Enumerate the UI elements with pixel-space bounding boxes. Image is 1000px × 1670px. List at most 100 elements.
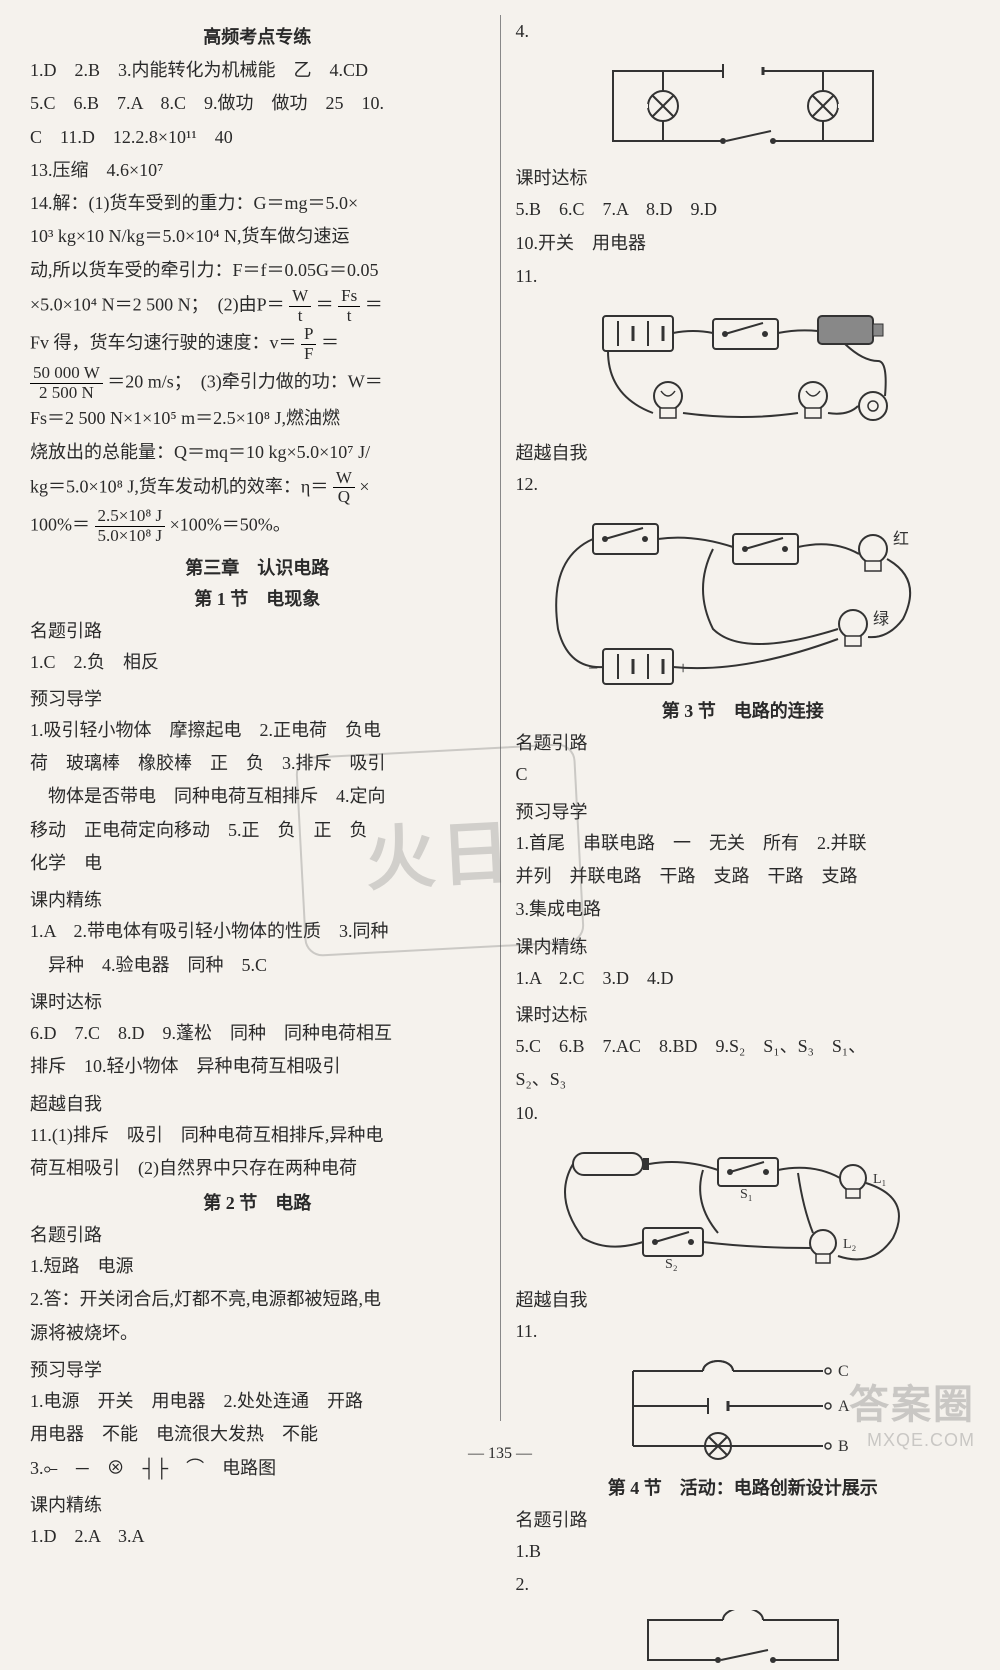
page-container: 高频考点专练 1.D 2.B 3.内能转化为机械能 乙 4.CD 5.C 6.B… xyxy=(0,0,1000,1481)
answer-line: 荷互相吸引 (2)自然界中只存在两种电荷 xyxy=(30,1152,485,1185)
solution-line: 50 000 W2 500 N ＝20 m/s； (3)牵引力做的功：W＝ xyxy=(30,364,485,402)
answer-line: S₂、S₃ xyxy=(516,1063,971,1096)
svg-text:S₁: S₁ xyxy=(740,1187,753,1202)
left-column: 高频考点专练 1.D 2.B 3.内能转化为机械能 乙 4.CD 5.C 6.B… xyxy=(20,15,495,1421)
answer-line: 并列 并联电路 干路 支路 干路 支路 xyxy=(516,860,971,893)
answer-line: 10. xyxy=(516,1097,971,1130)
answer-line: 排斥 10.轻小物体 异种电荷互相吸引 xyxy=(30,1050,485,1083)
section-heading: 第 3 节 电路的连接 xyxy=(516,697,971,723)
section-heading: 第 4 节 活动：电路创新设计展示 xyxy=(516,1474,971,1500)
text-fragment: ×5.0×10⁴ N＝2 500 N； (2)由P＝ xyxy=(30,294,285,314)
answer-line: 1.首尾 串联电路 一 无关 所有 2.并联 xyxy=(516,827,971,860)
answer-line: 1.A 2.带电体有吸引轻小物体的性质 3.同种 xyxy=(30,915,485,948)
answer-line: 5.B 6.C 7.A 8.D 9.D xyxy=(516,193,971,226)
fraction: PF xyxy=(301,325,316,363)
text-fragment: ＝20 m/s； (3)牵引力做的功：W＝ xyxy=(107,371,382,391)
solution-line: Fs＝2 500 N×1×10⁵ m＝2.5×10⁸ J,燃油燃 xyxy=(30,402,485,435)
answer-line: 12. xyxy=(516,468,971,501)
subsection-label: 名题引路 xyxy=(30,617,485,643)
answer-line: 1.吸引轻小物体 摩擦起电 2.正电荷 负电 xyxy=(30,714,485,747)
text-fragment: ×100%＝50%。 xyxy=(170,514,291,534)
label-green: 绿 xyxy=(873,610,889,628)
answer-line: 11. xyxy=(516,260,971,293)
subsection-label: 超越自我 xyxy=(516,439,971,465)
subsection-label: 名题引路 xyxy=(30,1221,485,1247)
watermark: 答案圈 MXQE.COM xyxy=(849,1372,975,1451)
subsection-label: 名题引路 xyxy=(516,1506,971,1532)
answer-line: 11. xyxy=(516,1315,971,1348)
subsection-label: 预习导学 xyxy=(516,798,971,824)
label-red: 红 xyxy=(893,530,909,548)
subsection-label: 课时达标 xyxy=(30,988,485,1014)
answer-line: 5.C 6.B 7.A 8.C 9.做功 做功 25 10. xyxy=(30,87,485,120)
answer-line: 2. xyxy=(516,1568,971,1601)
solution-line: 14.解：(1)货车受到的重力：G＝mg＝5.0× xyxy=(30,187,485,220)
answer-line: 物体是否带电 同种电荷互相排斥 4.定向 xyxy=(30,780,485,813)
answer-line: 2.答：开关闭合后,灯都不亮,电源都被短路,电 xyxy=(30,1283,485,1316)
answer-line: 6.D 7.C 8.D 9.蓬松 同种 同种电荷相互 xyxy=(30,1017,485,1050)
section-heading: 第 1 节 电现象 xyxy=(30,585,485,611)
solution-line: Fv 得，货车匀速行驶的速度：v＝ PF ＝ xyxy=(30,325,485,363)
watermark-title: 答案圈 xyxy=(849,1372,975,1430)
solution-line: ×5.0×10⁴ N＝2 500 N； (2)由P＝ Wt ＝ Fst ＝ xyxy=(30,287,485,325)
answer-line: 1.短路 电源 xyxy=(30,1250,485,1283)
svg-text:L₁: L₁ xyxy=(873,1172,886,1187)
text-fragment: kg＝5.0×10⁸ J,货车发动机的效率：η＝ xyxy=(30,476,328,496)
solution-line: 烧放出的总能量：Q＝mq＝10 kg×5.0×10⁷ J/ xyxy=(30,436,485,469)
svg-text:C: C xyxy=(838,1363,849,1380)
answer-line: 1.D 2.A 3.A xyxy=(30,1520,485,1553)
solution-line: 动,所以货车受的牵引力：F＝f＝0.05G＝0.05 xyxy=(30,254,485,287)
text-fragment: Fv 得，货车匀速行驶的速度：v＝ xyxy=(30,333,297,353)
text-fragment: × xyxy=(359,476,369,496)
answer-line: 荷 玻璃棒 橡胶棒 正 负 3.排斥 吸引 xyxy=(30,747,485,780)
fraction: 2.5×10⁸ J5.0×10⁸ J xyxy=(95,507,166,545)
section-heading: 第 2 节 电路 xyxy=(30,1189,485,1215)
chapter-heading: 第三章 认识电路 xyxy=(30,554,485,580)
solution-line: 10³ kg×10 N/kg＝5.0×10⁴ N,货车做匀速运 xyxy=(30,220,485,253)
solution-line: 100%＝ 2.5×10⁸ J5.0×10⁸ J ×100%＝50%。 xyxy=(30,507,485,545)
answer-line: C xyxy=(516,758,971,791)
text-fragment: 100%＝ xyxy=(30,514,90,534)
answer-line: 13.压缩 4.6×10⁷ xyxy=(30,154,485,187)
svg-text:L₂: L₂ xyxy=(843,1237,857,1252)
answer-line: 异种 4.验电器 同种 5.C xyxy=(30,949,485,982)
svg-text:S₂: S₂ xyxy=(665,1257,678,1272)
circuit-diagram-q11 xyxy=(516,301,971,431)
answer-line: 3.集成电路 xyxy=(516,893,971,926)
fraction: Wt xyxy=(289,287,311,325)
answer-line: 5.C 6.B 7.AC 8.BD 9.S₂ S₁、S₃ S₁、 xyxy=(516,1030,971,1063)
answer-line: 源将被烧坏。 xyxy=(30,1317,485,1350)
text-fragment: ＝ xyxy=(365,294,383,314)
subsection-label: 课内精练 xyxy=(30,1491,485,1517)
answer-line: 移动 正电荷定向移动 5.正 负 正 负 xyxy=(30,814,485,847)
text-fragment: ＝ xyxy=(321,333,339,353)
subsection-label: 预习导学 xyxy=(30,685,485,711)
answer-line: 1.C 2.负 相反 xyxy=(30,646,485,679)
subsection-label: 课时达标 xyxy=(516,164,971,190)
answer-line: 1.D 2.B 3.内能转化为机械能 乙 4.CD xyxy=(30,54,485,87)
solution-line: kg＝5.0×10⁸ J,货车发动机的效率：η＝ WQ × xyxy=(30,469,485,507)
watermark-url: MXQE.COM xyxy=(849,1430,975,1451)
column-divider xyxy=(500,15,501,1421)
subsection-label: 课时达标 xyxy=(516,1001,971,1027)
answer-line: 10.开关 用电器 xyxy=(516,227,971,260)
text-fragment: ＝ xyxy=(316,294,334,314)
circuit-diagram-q10: S₁ S₂ L₁ L₂ xyxy=(516,1138,971,1278)
svg-text:A: A xyxy=(838,1398,850,1415)
subsection-label: 课内精练 xyxy=(516,933,971,959)
subsection-label: 预习导学 xyxy=(30,1356,485,1382)
circuit-diagram-q2 xyxy=(516,1610,971,1670)
subsection-label: 超越自我 xyxy=(30,1090,485,1116)
answer-line: 化学 电 xyxy=(30,847,485,880)
fraction: 50 000 W2 500 N xyxy=(30,364,103,402)
answer-line: 1.电源 开关 用电器 2.处处连通 开路 xyxy=(30,1385,485,1418)
right-column: 4. xyxy=(506,15,981,1421)
subsection-label: 课内精练 xyxy=(30,886,485,912)
answer-line: C 11.D 12.2.8×10¹¹ 40 xyxy=(30,121,485,154)
fraction: Fst xyxy=(338,287,360,325)
answer-line: 4. xyxy=(516,15,971,48)
answer-line: 11.(1)排斥 吸引 同种电荷互相排斥,异种电 xyxy=(30,1119,485,1152)
answer-line: 1.B xyxy=(516,1535,971,1568)
subsection-label: 名题引路 xyxy=(516,729,971,755)
fraction: WQ xyxy=(333,469,355,507)
